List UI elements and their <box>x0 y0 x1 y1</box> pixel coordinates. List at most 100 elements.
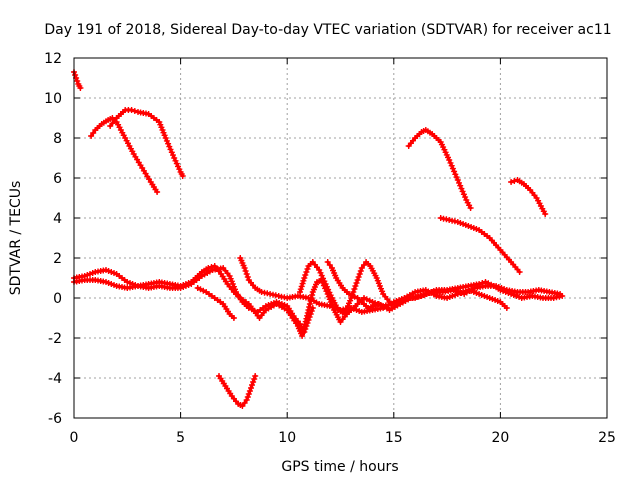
data-point-marker <box>168 149 175 156</box>
data-point-marker <box>170 152 176 159</box>
data-point-marker <box>241 265 248 271</box>
grid <box>74 58 607 418</box>
data-point-marker <box>244 274 251 280</box>
data-point-marker <box>166 143 173 150</box>
data-point-marker <box>476 281 483 287</box>
y-tick-label: -6 <box>48 411 62 427</box>
data-point-marker <box>301 275 308 281</box>
data-point-marker <box>243 397 250 403</box>
data-series <box>71 69 566 409</box>
y-tick-label: 10 <box>44 91 62 107</box>
data-point-marker <box>503 305 510 311</box>
data-point-marker <box>454 177 461 183</box>
data-point-marker <box>542 211 549 217</box>
x-axis-label: GPS time / hours <box>281 459 398 475</box>
series-arc-5 <box>405 127 474 211</box>
series-arc-10 <box>194 285 237 321</box>
data-point-marker <box>77 85 84 91</box>
axis-ticks: 0 5 10 15 20 25 -6 -4 -2 0 2 4 6 8 10 12 <box>44 51 616 446</box>
data-point-marker <box>208 264 215 270</box>
data-point-marker <box>173 160 180 167</box>
data-point-marker <box>559 293 566 299</box>
data-point-marker <box>165 140 172 147</box>
data-point-marker <box>447 159 454 166</box>
series-arc-6 <box>437 215 523 275</box>
x-tick-label: 20 <box>491 430 509 446</box>
data-point-marker <box>448 162 455 169</box>
data-point-marker <box>467 205 474 211</box>
y-tick-label: -4 <box>48 371 62 387</box>
data-point-marker <box>205 265 212 271</box>
data-point-marker <box>317 269 324 276</box>
series-arc-12 <box>324 259 564 313</box>
data-point-marker <box>323 283 330 290</box>
y-tick-label: 4 <box>53 211 62 227</box>
series-arc-11 <box>297 259 393 317</box>
series-arc-3 <box>107 107 186 179</box>
data-point-marker <box>302 272 309 278</box>
series-arc-7 <box>508 177 549 217</box>
series-line <box>72 264 509 338</box>
data-point-marker <box>357 268 364 274</box>
data-point-marker <box>306 301 313 307</box>
data-point-marker <box>182 281 189 287</box>
series-line <box>439 216 522 274</box>
x-tick-label: 5 <box>176 430 185 446</box>
data-point-marker <box>246 388 253 394</box>
data-point-marker <box>244 394 251 400</box>
x-tick-label: 25 <box>598 430 616 446</box>
data-point-marker <box>458 185 465 192</box>
data-point-marker <box>248 385 254 391</box>
chart-title: Day 191 of 2018, Sidereal Day-to-day VTE… <box>44 22 611 38</box>
data-point-marker <box>250 379 257 385</box>
x-tick-label: 15 <box>385 430 403 446</box>
series-line <box>89 116 159 194</box>
data-point-marker <box>179 173 186 179</box>
data-point-marker <box>309 305 316 311</box>
data-point-marker <box>72 72 79 78</box>
y-tick-label: 12 <box>44 51 62 67</box>
y-tick-label: 2 <box>53 251 62 267</box>
series-line <box>108 108 185 178</box>
data-point-marker <box>299 280 306 287</box>
y-tick-label: 8 <box>53 131 62 147</box>
data-point-marker <box>74 78 81 84</box>
y-tick-label: 6 <box>53 171 62 187</box>
data-point-marker <box>230 315 237 321</box>
plot-frame <box>73 57 608 419</box>
data-point-marker <box>354 277 361 283</box>
y-tick-label: -2 <box>48 331 62 347</box>
data-point-marker <box>128 107 135 113</box>
data-point-marker <box>105 280 112 286</box>
series-arc-13 <box>237 255 566 315</box>
data-point-marker <box>462 194 469 201</box>
series-arc-1 <box>71 69 84 91</box>
data-point-marker <box>355 274 362 280</box>
data-point-marker <box>131 108 138 114</box>
data-point-marker <box>508 179 515 185</box>
data-point-marker <box>298 283 305 290</box>
y-axis-label: SDTVAR / TECUs <box>8 181 24 296</box>
series-arc-9 <box>71 263 510 339</box>
y-tick-label: 0 <box>53 291 62 307</box>
x-tick-label: 0 <box>70 430 79 446</box>
data-point-marker <box>163 137 170 144</box>
data-point-marker <box>451 168 458 175</box>
data-point-marker <box>297 286 304 293</box>
data-point-marker <box>105 268 112 274</box>
data-point-marker <box>479 280 486 286</box>
data-point-marker <box>249 382 255 388</box>
data-point-marker <box>162 135 169 141</box>
data-point-marker <box>511 178 518 184</box>
series-arc-8 <box>71 265 316 335</box>
data-point-marker <box>303 269 310 275</box>
data-point-marker <box>457 182 464 189</box>
data-point-marker <box>154 189 161 195</box>
data-point-marker <box>252 373 259 379</box>
data-point-marker <box>351 286 358 292</box>
data-point-marker <box>352 283 359 289</box>
data-point-marker <box>449 165 456 172</box>
data-point-marker <box>516 269 523 275</box>
data-point-marker <box>460 191 467 198</box>
